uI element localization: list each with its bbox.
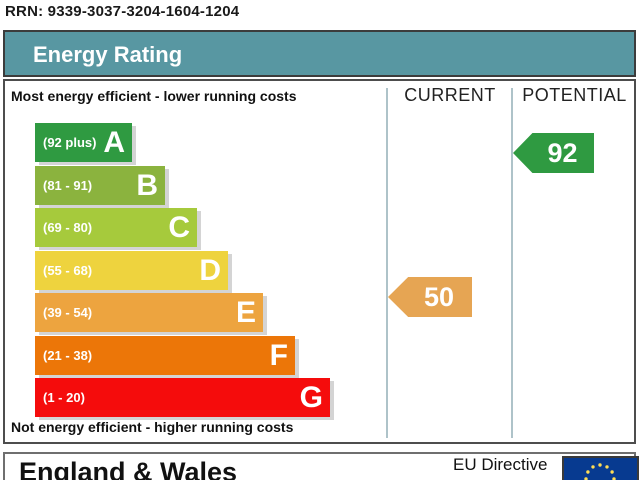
band-b-letter: B xyxy=(136,169,158,202)
band-b: (81 - 91) B xyxy=(35,166,165,205)
eu-flag-icon xyxy=(562,456,639,480)
band-a-range: (92 plus) xyxy=(43,135,97,150)
band-f-letter: F xyxy=(269,339,288,372)
eu-directive-label: EU Directive xyxy=(453,455,548,474)
footer: England & Wales EU Directive xyxy=(3,452,639,480)
region-label: England & Wales xyxy=(19,457,238,480)
band-e: (39 - 54) E xyxy=(35,293,263,332)
band-a-letter: A xyxy=(103,126,125,159)
energy-rating-header: Energy Rating xyxy=(3,30,636,77)
eu-flag-stars xyxy=(584,463,616,480)
band-e-range: (39 - 54) xyxy=(43,305,93,320)
band-g: (1 - 20) G xyxy=(35,378,330,417)
band-c-range: (69 - 80) xyxy=(43,220,93,235)
potential-column-header: POTENTIAL xyxy=(522,85,627,105)
band-e-letter: E xyxy=(235,296,256,329)
band-d-range: (55 - 68) xyxy=(43,263,93,278)
band-a: (92 plus) A xyxy=(35,123,132,162)
potential-column-divider xyxy=(511,88,513,438)
band-c: (69 - 80) C xyxy=(35,208,197,247)
current-rating-arrow: 50 xyxy=(388,277,472,317)
band-d: (55 - 68) D xyxy=(35,251,228,290)
band-f-range: (21 - 38) xyxy=(43,348,93,363)
rrn-label: RRN: 9339-3037-3204-1604-1204 xyxy=(5,3,240,20)
band-g-letter: G xyxy=(299,381,323,414)
least-efficient-label: Not energy efficient - higher running co… xyxy=(11,419,294,435)
current-column-divider xyxy=(386,88,388,438)
band-b-range: (81 - 91) xyxy=(43,178,93,193)
band-g-range: (1 - 20) xyxy=(43,390,85,405)
energy-rating-chart: Most energy efficient - lower running co… xyxy=(3,79,636,444)
band-d-letter: D xyxy=(199,254,221,287)
band-f: (21 - 38) F xyxy=(35,336,295,375)
potential-rating-arrow: 92 xyxy=(513,133,594,173)
current-column-header: CURRENT xyxy=(404,85,496,105)
band-c-letter: C xyxy=(168,211,190,244)
most-efficient-label: Most energy efficient - lower running co… xyxy=(11,88,297,104)
page-title: Energy Rating xyxy=(33,42,183,67)
